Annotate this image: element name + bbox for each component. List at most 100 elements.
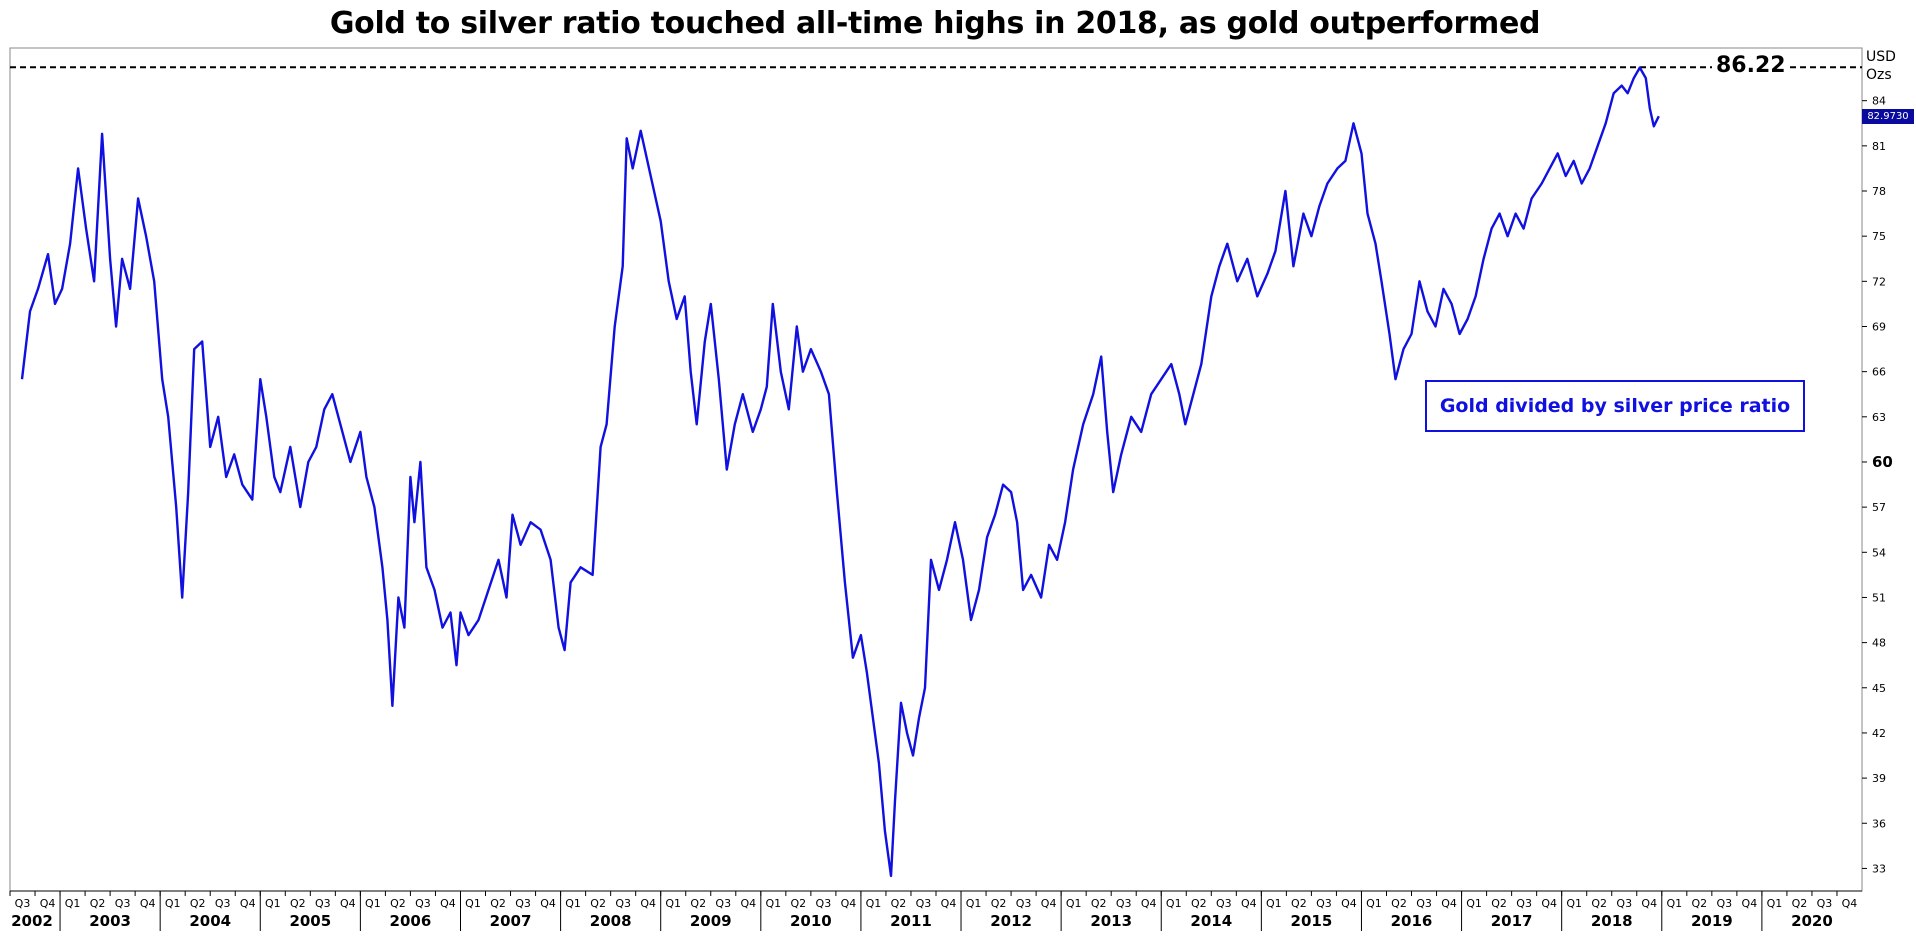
x-quarter-label: Q1: [365, 897, 381, 910]
y-tick-label: 75: [1872, 230, 1886, 243]
y-tick-label: 48: [1872, 637, 1886, 650]
x-quarter-label: Q1: [1566, 897, 1582, 910]
x-quarter-label: Q4: [1842, 897, 1858, 910]
x-quarter-label: Q1: [165, 897, 181, 910]
x-quarter-label: Q2: [891, 897, 907, 910]
x-quarter-label: Q4: [1241, 897, 1257, 910]
x-quarter-label: Q1: [1166, 897, 1182, 910]
x-year-label: 2002: [11, 912, 53, 930]
chart-title: Gold to silver ratio touched all-time hi…: [329, 6, 1541, 41]
last-value-badge: 82.9730: [1862, 109, 1914, 125]
x-quarter-label: Q2: [90, 897, 106, 910]
x-year-label: 2006: [390, 912, 432, 930]
x-year-label: 2012: [990, 912, 1032, 930]
x-year-label: 2010: [790, 912, 832, 930]
x-quarter-label: Q2: [690, 897, 706, 910]
plot-frame: [9, 47, 1863, 892]
x-quarter-label: Q4: [540, 897, 556, 910]
y-tick-label: 57: [1872, 501, 1886, 514]
y-tick-label: 78: [1872, 185, 1886, 198]
x-quarter-label: Q1: [1767, 897, 1783, 910]
x-quarter-label: Q4: [240, 897, 256, 910]
x-quarter-label: Q1: [1366, 897, 1382, 910]
x-quarter-label: Q2: [1491, 897, 1507, 910]
x-quarter-label: Q2: [1091, 897, 1107, 910]
y-tick-label: 51: [1872, 591, 1886, 604]
x-quarter-label: Q2: [1191, 897, 1207, 910]
x-quarter-label: Q3: [715, 897, 731, 910]
x-quarter-label: Q3: [1116, 897, 1132, 910]
x-quarter-label: Q3: [1416, 897, 1432, 910]
y-axis: 33 36 39 42 45 48 51 54 57 60 63 66 69 72 75 78 81 84: [1862, 95, 1893, 875]
x-year-label: 2007: [490, 912, 532, 930]
x-quarter-label: Q1: [866, 897, 882, 910]
x-quarter-label: Q4: [1041, 897, 1057, 910]
x-quarter-label: Q2: [190, 897, 206, 910]
x-quarter-label: Q1: [665, 897, 681, 910]
x-year-label: 2018: [1591, 912, 1633, 930]
x-quarter-label: Q4: [1341, 897, 1357, 910]
x-quarter-label: Q1: [1066, 897, 1082, 910]
x-year-label: 2017: [1491, 912, 1533, 930]
y-tick-label: 81: [1872, 140, 1886, 153]
x-quarter-label: Q3: [115, 897, 131, 910]
x-quarter-label: Q1: [65, 897, 81, 910]
x-quarter-label: Q1: [565, 897, 581, 910]
x-quarter-label: Q4: [140, 897, 156, 910]
y-tick-label: 33: [1872, 862, 1886, 875]
x-quarter-label: Q2: [1291, 897, 1307, 910]
y-tick-label: 69: [1872, 320, 1886, 333]
x-year-label: 2004: [189, 912, 231, 930]
y-tick-label: 45: [1872, 682, 1886, 695]
x-quarter-label: Q3: [515, 897, 531, 910]
x-year-label: 2014: [1190, 912, 1232, 930]
y-tick-label: 54: [1872, 546, 1886, 559]
x-year-label: 2009: [690, 912, 732, 930]
y-tick-label: 39: [1872, 772, 1886, 785]
y-tick-label: 84: [1872, 95, 1886, 108]
x-axis: Q3 Q4 2002 Q1 Q2 Q3 Q4 2003 Q1 Q2 Q3 Q4 2004 Q1 Q2 Q3 Q4…: [9, 890, 1862, 931]
x-year-label: 2011: [890, 912, 932, 930]
x-year-label: 2020: [1791, 912, 1833, 930]
x-quarter-label: Q3: [615, 897, 631, 910]
x-quarter-label: Q3: [916, 897, 932, 910]
x-quarter-label: Q2: [1391, 897, 1407, 910]
x-quarter-label: Q4: [1541, 897, 1557, 910]
x-quarter-label: Q1: [265, 897, 281, 910]
legend-box: Gold divided by silver price ratio: [1425, 380, 1805, 432]
x-quarter-label: Q1: [1266, 897, 1282, 910]
x-quarter-label: Q1: [465, 897, 481, 910]
x-quarter-label: Q3: [1016, 897, 1032, 910]
x-year-label: 2005: [289, 912, 331, 930]
x-quarter-label: Q3: [816, 897, 832, 910]
x-quarter-label: Q3: [1216, 897, 1232, 910]
x-quarter-label: Q3: [1717, 897, 1733, 910]
x-quarter-label: Q3: [315, 897, 331, 910]
x-quarter-label: Q2: [791, 897, 807, 910]
x-quarter-label: Q3: [1817, 897, 1833, 910]
x-quarter-label: Q3: [1316, 897, 1332, 910]
x-quarter-label: Q3: [15, 897, 31, 910]
x-quarter-label: Q2: [290, 897, 306, 910]
x-quarter-label: Q4: [841, 897, 857, 910]
x-quarter-label: Q2: [991, 897, 1007, 910]
x-quarter-label: Q3: [215, 897, 231, 910]
x-quarter-label: Q1: [1466, 897, 1482, 910]
y-tick-label: 36: [1872, 817, 1886, 830]
y-tick-label: 63: [1872, 411, 1886, 424]
x-year-label: 2019: [1691, 912, 1733, 930]
x-quarter-label: Q4: [1441, 897, 1457, 910]
y-tick-label: 66: [1872, 366, 1886, 379]
y-tick-label: 42: [1872, 727, 1886, 740]
unit-label-usd: USD: [1866, 49, 1896, 65]
x-quarter-label: Q1: [765, 897, 781, 910]
x-year-label: 2003: [89, 912, 131, 930]
x-quarter-label: Q2: [590, 897, 606, 910]
x-quarter-label: Q4: [1742, 897, 1758, 910]
x-quarter-label: Q2: [390, 897, 406, 910]
x-year-label: 2015: [1291, 912, 1333, 930]
x-quarter-label: Q4: [941, 897, 957, 910]
x-year-label: 2008: [590, 912, 632, 930]
x-quarter-label: Q2: [1691, 897, 1707, 910]
